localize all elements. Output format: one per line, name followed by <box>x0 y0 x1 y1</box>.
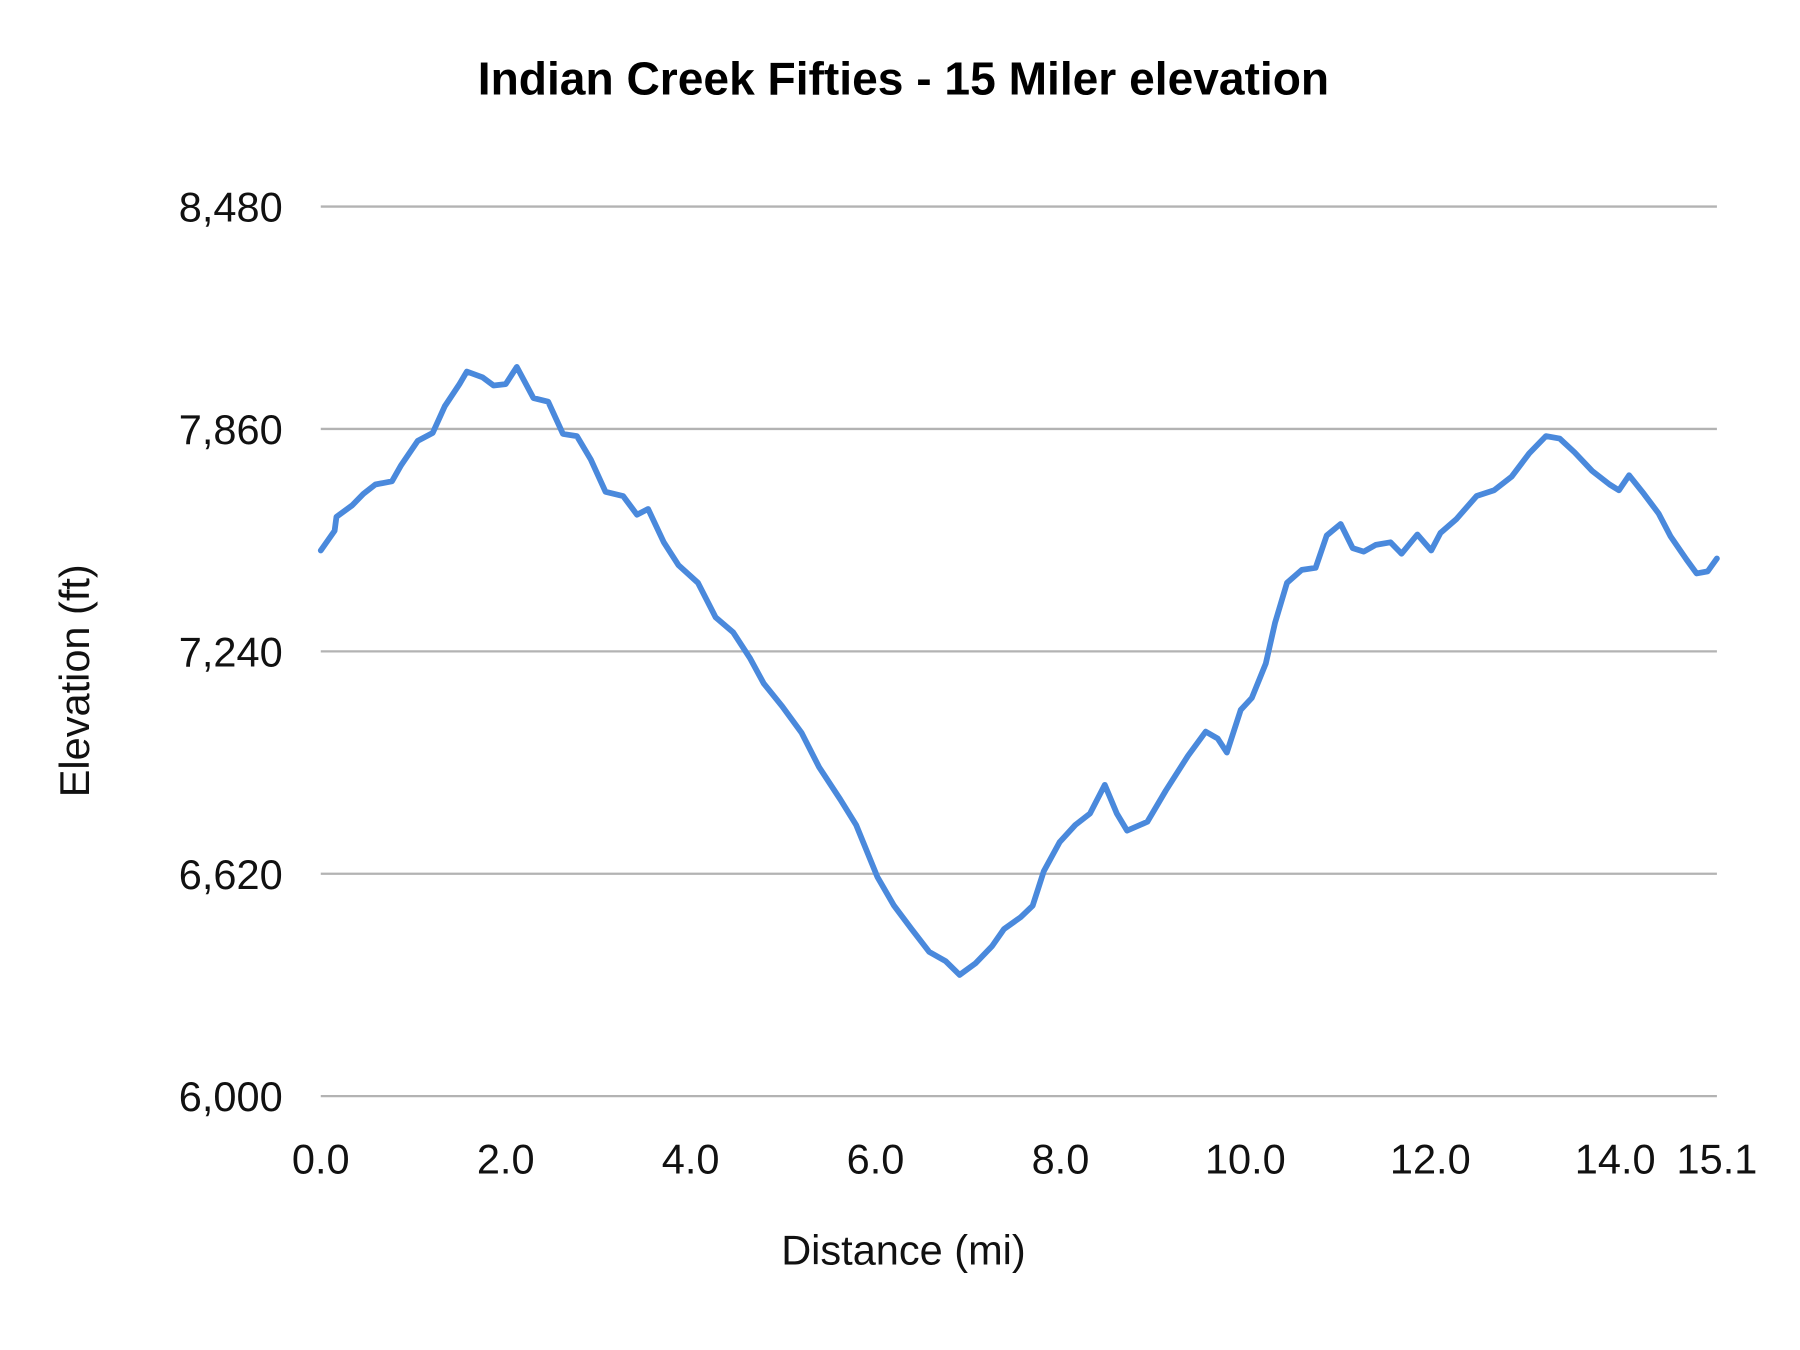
y-tick-label: 7,240 <box>179 628 283 675</box>
y-tick-label: 7,860 <box>179 406 283 453</box>
y-tick-label: 8,480 <box>179 184 283 231</box>
x-tick-labels: 0.0 2.0 4.0 6.0 8.0 10.0 12.0 14.0 15.1 <box>292 1135 1757 1182</box>
y-tick-label: 6,620 <box>179 851 283 898</box>
x-tick-label: 12.0 <box>1390 1135 1471 1182</box>
x-tick-label: 14.0 <box>1575 1135 1656 1182</box>
x-tick-label: 4.0 <box>662 1135 720 1182</box>
x-tick-label: 0.0 <box>292 1135 350 1182</box>
elevation-line <box>317 364 1720 978</box>
chart-title: Indian Creek Fifties - 15 Miler elevatio… <box>478 53 1329 105</box>
y-tick-labels: 6,000 6,620 7,240 7,860 8,480 <box>179 184 283 1121</box>
y-axis-label: Elevation (ft) <box>51 564 98 797</box>
x-tick-label: 15.1 <box>1677 1135 1758 1182</box>
x-axis-label: Distance (mi) <box>781 1227 1026 1274</box>
gridlines <box>320 205 1717 1098</box>
x-tick-label: 2.0 <box>477 1135 535 1182</box>
x-tick-label: 8.0 <box>1032 1135 1090 1182</box>
x-tick-label: 6.0 <box>847 1135 905 1182</box>
series-layer <box>317 364 1720 978</box>
y-tick-label: 6,000 <box>179 1073 283 1120</box>
x-tick-label: 10.0 <box>1205 1135 1286 1182</box>
